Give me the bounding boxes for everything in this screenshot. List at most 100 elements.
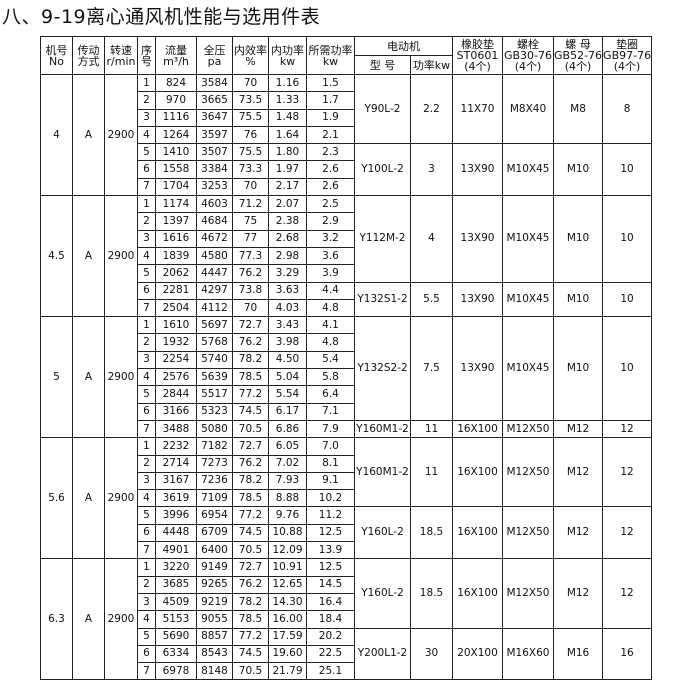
motor-nut: M12 <box>552 506 604 560</box>
data-cell: 11.2 <box>306 506 355 525</box>
data-cell: 70 <box>232 298 269 318</box>
drive-mode: A <box>72 73 105 197</box>
motor-nut: M10 <box>552 143 604 197</box>
data-cell: 3 <box>137 229 156 248</box>
data-cell: 2 <box>137 575 156 594</box>
header-text: 流量 <box>165 43 187 57</box>
data-cell: 10.91 <box>268 558 307 577</box>
data-cell: 5.04 <box>268 368 307 387</box>
table-header: 机号 No 传动 方式 转速 r/min 序号流量 m³/h 全压 pa 内效率% 内功率 kw 所需功率… <box>40 36 653 75</box>
data-cell: 2844 <box>155 385 197 404</box>
data-cell: 4.03 <box>268 298 307 318</box>
speed: 2900 <box>104 558 138 681</box>
data-cell: 9265 <box>196 575 233 594</box>
data-cell: 70 <box>232 73 269 93</box>
data-row: 6.3 A 2900 1 3220 9149 72.7 10.91 12.5 Y160L-2 18.… <box>40 558 653 681</box>
data-cell: 77.2 <box>232 385 269 404</box>
data-cell: 7 <box>137 298 156 318</box>
data-cell: 5080 <box>196 419 233 439</box>
data-cell: 22.5 <box>306 644 355 664</box>
speed: 2900 <box>104 195 138 318</box>
data-cell: 1 <box>137 558 156 577</box>
data-cell: 10.2 <box>306 489 355 508</box>
data-cell: 5 <box>137 143 156 162</box>
data-cell: 1 <box>137 437 156 456</box>
motor-model: Y132S1-2 <box>354 281 411 318</box>
header-text: 橡胶垫 <box>461 38 494 51</box>
data-cell: 2576 <box>155 368 197 387</box>
motor-model: Y200L1-2 <box>354 627 411 681</box>
data-row: 7 1704 3253 70 2.17 2.6 <box>41 177 652 197</box>
header-row: 机号 No 传动 方式 转速 r/min 序号流量 m³/h 全压 pa 内效率% 内功率 kw 所需功率… <box>40 36 653 75</box>
motor-power: 5.5 <box>410 281 453 318</box>
data-cell: 6.17 <box>268 402 307 421</box>
motor-nut: M8 <box>552 73 604 145</box>
data-cell: 3488 <box>155 419 197 439</box>
motor-bolt: M12X50 <box>502 558 554 629</box>
data-cell: 4.8 <box>306 298 355 318</box>
data-cell: 7 <box>137 662 156 681</box>
data-cell: 77.3 <box>232 246 269 266</box>
header-text: (4个) <box>613 60 641 73</box>
machine-no: 6.3 <box>40 558 73 681</box>
data-cell: 2 <box>137 212 156 231</box>
header-text: (4个) <box>464 60 491 73</box>
data-cell: 4603 <box>196 195 233 214</box>
data-row: 2 2714 7273 76.2 7.02 8.1 <box>41 454 652 473</box>
data-cell: 16.00 <box>268 610 307 629</box>
data-cell: 76 <box>232 125 269 145</box>
data-cell: 2.68 <box>268 229 307 248</box>
data-cell: 78.2 <box>232 350 269 370</box>
data-row: 3 4509 9219 78.2 14.30 16.4 <box>41 592 652 612</box>
data-cell: 71.2 <box>232 195 269 214</box>
data-cell: 78.5 <box>232 368 269 387</box>
header-text: 号 <box>141 54 152 68</box>
data-cell: 7.1 <box>306 402 355 421</box>
data-cell: 3384 <box>196 160 233 179</box>
data-cell: 3.9 <box>306 264 355 283</box>
data-cell: 6978 <box>155 662 197 681</box>
data-cell: 1.97 <box>268 160 307 179</box>
data-cell: 2.5 <box>306 195 355 214</box>
motor-bolt: M10X45 <box>502 281 554 318</box>
data-cell: 3 <box>137 592 156 612</box>
motor-nut: M12 <box>552 437 604 508</box>
data-cell: 6954 <box>196 506 233 525</box>
data-cell: 7273 <box>196 454 233 473</box>
motor-pad: 16X100 <box>452 558 503 629</box>
data-cell: 5153 <box>155 610 197 629</box>
data-cell: 5 <box>137 506 156 525</box>
data-cell: 7.0 <box>306 437 355 456</box>
motor-washer: 10 <box>602 143 653 197</box>
header-text: 电动机 <box>387 39 420 53</box>
header-text: 机号 <box>45 43 68 57</box>
data-cell: 78.2 <box>232 471 269 491</box>
data-cell: 70.5 <box>232 419 269 439</box>
data-cell: 5639 <box>196 368 233 387</box>
data-row: 5 A 2900 1 1610 5697 72.7 3.43 4.1 Y132S2-2 7.5 13X… <box>40 316 653 439</box>
data-cell: 4.8 <box>306 333 355 352</box>
motor-nut: M16 <box>552 627 604 681</box>
data-cell: 3619 <box>155 489 197 508</box>
data-cell: 13.9 <box>306 541 355 560</box>
data-cell: 2.6 <box>306 160 355 179</box>
data-cell: 72.7 <box>232 437 269 456</box>
data-cell: 4447 <box>196 264 233 283</box>
header-cell: 全压 pa <box>196 36 233 75</box>
data-cell: 76.2 <box>232 575 269 594</box>
data-cell: 1410 <box>155 143 197 162</box>
header-text: 所需功率 <box>308 43 353 57</box>
data-cell: 7 <box>137 541 156 560</box>
data-cell: 70.5 <box>232 541 269 560</box>
data-cell: 3.6 <box>306 246 355 266</box>
motor-power: 2.2 <box>410 73 453 145</box>
data-cell: 7.02 <box>268 454 307 473</box>
data-cell: 1.48 <box>268 108 307 127</box>
data-cell: 9219 <box>196 592 233 612</box>
data-cell: 6.05 <box>268 437 307 456</box>
motor-power: 30 <box>410 627 453 681</box>
data-cell: 8.1 <box>306 454 355 473</box>
machine-no: 4 <box>40 73 73 197</box>
data-cell: 2.1 <box>306 125 355 145</box>
data-cell: 5 <box>137 627 156 646</box>
